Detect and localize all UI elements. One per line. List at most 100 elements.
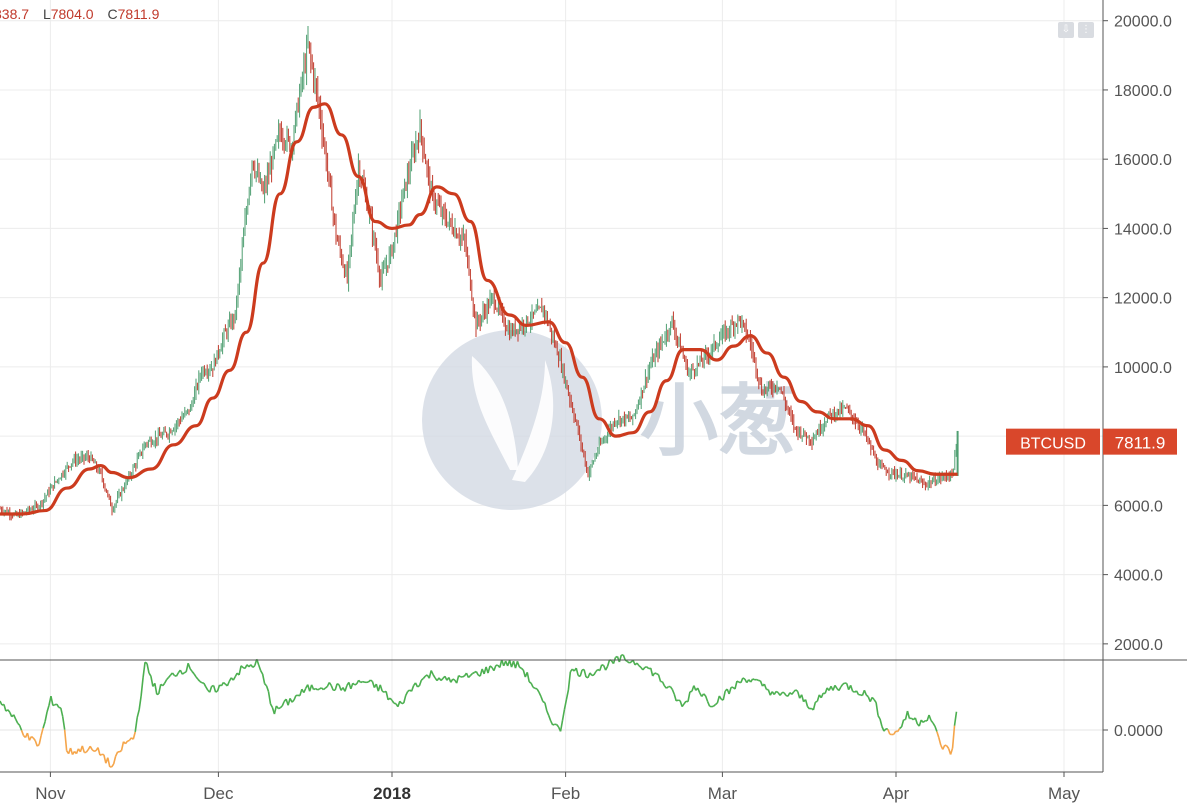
- oscillator-segment: [363, 682, 365, 683]
- oscillator-segment: [682, 704, 684, 707]
- y-tick-label: 6000.0: [1114, 498, 1163, 515]
- oscillator-segment: [884, 729, 886, 731]
- oscillator-segment: [176, 673, 178, 676]
- oscillator-segment: [159, 684, 161, 694]
- oscillator-segment: [813, 702, 815, 710]
- oscillator-segment: [937, 731, 939, 737]
- oscillator-segment: [143, 662, 145, 677]
- oscillator-segment: [323, 688, 325, 690]
- oscillator-segment: [239, 666, 241, 675]
- oscillator-segment: [184, 672, 186, 673]
- oscillator-segment: [931, 720, 933, 723]
- oscillator-segment: [169, 675, 171, 677]
- oscillator-segment: [182, 673, 184, 674]
- ohlc-legend: 338.7 L7804.0 C7811.9: [0, 6, 159, 22]
- x-tick-label: Mar: [708, 784, 738, 803]
- oscillator-segment: [606, 666, 608, 670]
- more-icon[interactable]: ⋮: [1078, 22, 1094, 38]
- y-tick-label: 2000.0: [1114, 637, 1163, 654]
- oscillator-segment: [267, 686, 269, 692]
- oscillator-segment: [841, 684, 843, 687]
- oscillator-segment: [270, 704, 272, 708]
- oscillator-segment: [61, 708, 63, 717]
- oscillator-segment: [835, 685, 837, 688]
- oscillator-segment: [223, 682, 225, 684]
- oscillator-segment: [147, 663, 149, 672]
- oscillator-segment: [737, 681, 739, 682]
- oscillator-segment: [719, 696, 721, 699]
- x-tick-label: May: [1048, 784, 1081, 803]
- oscillator-segment: [282, 701, 284, 706]
- y-tick-label: 4000.0: [1114, 568, 1163, 585]
- x-tick-label: 2018: [373, 784, 411, 803]
- oscillator-segment: [639, 666, 641, 668]
- download-icon[interactable]: ⇩: [1058, 22, 1074, 38]
- oscillator-segment: [815, 701, 817, 702]
- y-tick-label: 16000.0: [1114, 152, 1172, 169]
- oscillator-segment: [453, 679, 455, 680]
- oscillator-segment: [839, 687, 841, 691]
- oscillator-segment: [417, 686, 419, 687]
- oscillator-segment: [688, 692, 690, 702]
- oscillator-segment: [218, 685, 220, 691]
- oscillator-segment: [100, 754, 102, 755]
- oscillator-segment: [566, 690, 568, 700]
- x-tick-label: Apr: [883, 784, 910, 803]
- oscillator-segment: [670, 687, 672, 690]
- oscillator-segment: [527, 672, 529, 682]
- oscillator-segment: [951, 748, 953, 754]
- oscillator-segment: [45, 712, 47, 722]
- oscillator-segment: [753, 679, 755, 680]
- oscillator-segment: [947, 746, 949, 749]
- oscillator-segment: [139, 696, 141, 710]
- oscillator-segment: [657, 674, 659, 675]
- oscillator-segment: [494, 665, 496, 670]
- oscillator-segment: [945, 745, 947, 746]
- oscillator-segment: [821, 693, 823, 698]
- oscillator-segment: [866, 695, 868, 697]
- oscillator-segment: [157, 694, 159, 695]
- oscillator-segment: [843, 683, 845, 684]
- oscillator-segment: [441, 678, 443, 680]
- oscillator-segment: [345, 685, 347, 691]
- oscillator-segment: [735, 681, 737, 689]
- oscillator-segment: [335, 684, 337, 690]
- oscillator-segment: [468, 676, 470, 678]
- oscillator-segment: [619, 655, 621, 662]
- oscillator-segment: [794, 690, 796, 692]
- oscillator-segment: [382, 691, 384, 692]
- low-key: L: [43, 6, 51, 22]
- oscillator-segment: [539, 692, 541, 696]
- oscillator-segment: [276, 706, 278, 709]
- oscillator-segment: [359, 680, 361, 682]
- oscillator-segment: [33, 738, 35, 741]
- oscillator-segment: [51, 696, 53, 705]
- oscillator-segment: [192, 671, 194, 673]
- oscillator-segment: [431, 670, 433, 674]
- oscillator-segment: [133, 732, 135, 739]
- oscillator-segment: [92, 750, 94, 752]
- oscillator-segment: [125, 741, 127, 743]
- oscillator-segment: [613, 657, 615, 663]
- oscillator-segment: [521, 668, 523, 670]
- oscillator-segment: [643, 667, 645, 670]
- oscillator-segment: [594, 672, 596, 675]
- oscillator-segment: [851, 685, 853, 691]
- oscillator-segment: [318, 689, 320, 690]
- oscillator-segment: [278, 708, 280, 709]
- oscillator-segment: [196, 677, 198, 679]
- oscillator-segment: [776, 691, 778, 692]
- oscillator-segment: [623, 655, 625, 660]
- x-tick-label: Feb: [551, 784, 580, 803]
- oscillator-segment: [292, 700, 294, 702]
- oscillator-segment: [780, 693, 782, 696]
- oscillator-segment: [955, 712, 957, 726]
- oscillator-segment: [517, 661, 519, 667]
- oscillator-segment: [0, 701, 2, 705]
- oscillator-segment: [659, 675, 661, 682]
- oscillator-segment: [53, 705, 55, 706]
